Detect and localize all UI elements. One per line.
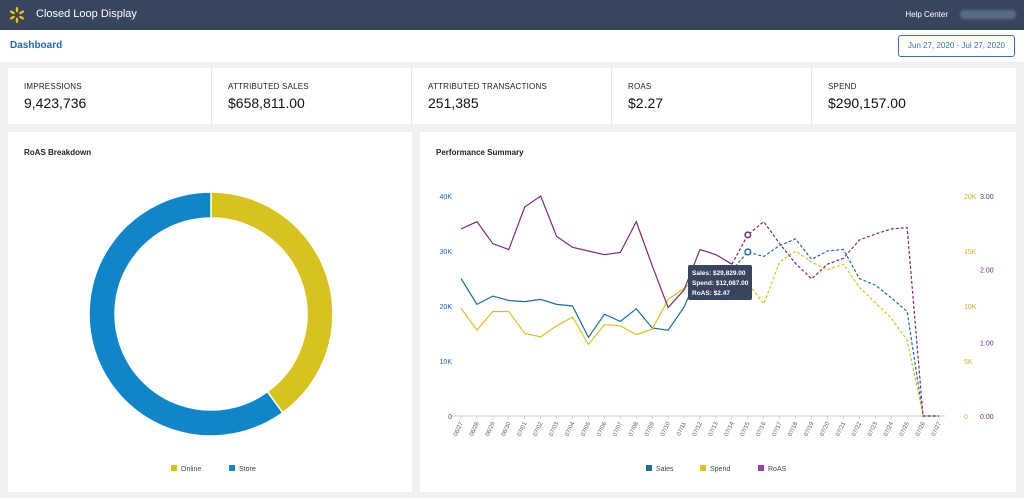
kpi-label: ATTRIBUTED TRANSACTIONS xyxy=(428,82,547,91)
x-tick-label: 07/06 xyxy=(596,421,608,438)
highlight-point-sales[interactable] xyxy=(744,248,752,256)
y-roas-tick-label: 0.00 xyxy=(980,414,994,421)
legend-swatch-store xyxy=(229,465,235,471)
y-spend-tick-label: 10K xyxy=(964,304,977,311)
series-line-spend-projected xyxy=(731,250,939,417)
top-navigation-bar: Closed Loop Display Help Center xyxy=(0,0,1024,30)
x-tick-label: 07/07 xyxy=(612,421,624,438)
kpi-impressions: IMPRESSIONS 9,423,736 xyxy=(8,68,211,124)
x-tick-label: 06/30 xyxy=(501,421,513,438)
panel-title: Performance Summary xyxy=(436,148,524,157)
series-line-sales-projected xyxy=(731,238,939,417)
kpi-label: ROAS xyxy=(628,82,652,91)
user-menu[interactable] xyxy=(960,10,1016,19)
x-tick-label: 07/10 xyxy=(660,421,672,438)
y-spend-tick-label: 15K xyxy=(964,249,977,256)
x-tick-label: 06/29 xyxy=(485,421,497,438)
x-tick-label: 07/01 xyxy=(517,421,529,438)
legend-label-sales[interactable]: Sales xyxy=(656,466,674,473)
x-tick-label: 07/02 xyxy=(533,421,545,438)
x-tick-label: 07/22 xyxy=(851,421,863,438)
x-tick-label: 07/19 xyxy=(804,421,816,438)
performance-summary-panel: Performance Summary 0 10K 20K 30K 40K 0 5K 10K 1… xyxy=(420,132,1016,492)
x-tick-label: 07/08 xyxy=(628,421,640,438)
x-tick-label: 07/20 xyxy=(819,421,831,438)
panel-title: RoAS Breakdown xyxy=(24,148,92,157)
app-title: Closed Loop Display xyxy=(36,8,137,20)
kpi-attributed-sales: ATTRIBUTED SALES $658,811.00 xyxy=(211,68,411,124)
chart-tooltip xyxy=(688,265,752,300)
help-center-link[interactable]: Help Center xyxy=(905,10,948,19)
legend-label-online[interactable]: Online xyxy=(181,466,201,473)
kpi-label: ATTRIBUTED SALES xyxy=(228,82,309,91)
x-tick-label: 07/03 xyxy=(549,421,561,438)
kpi-label: IMPRESSIONS xyxy=(24,82,82,91)
series-line-spend xyxy=(460,274,732,346)
kpi-value: $658,811.00 xyxy=(228,95,305,111)
y-roas-tick-label: 2.00 xyxy=(980,267,994,274)
x-tick-label: 07/24 xyxy=(883,421,895,438)
x-tick-label: 07/14 xyxy=(724,421,736,438)
performance-line-chart: 0 10K 20K 30K 40K 0 5K 10K 15K 20K 0.00 1.00 2.00 3.0… xyxy=(440,194,994,473)
y-spend-tick-label: 5K xyxy=(964,359,973,366)
legend-label-roas[interactable]: RoAS xyxy=(768,466,787,473)
x-tick-label: 07/13 xyxy=(708,421,720,438)
y-left-tick-label: 0 xyxy=(448,414,452,421)
x-tick-label: 07/04 xyxy=(565,421,577,438)
kpi-value: $290,157.00 xyxy=(828,95,906,111)
x-tick-label: 07/21 xyxy=(835,421,847,438)
tooltip-line: Spend: $12,087.00 xyxy=(692,280,749,287)
tooltip-line: RoAS: $2.47 xyxy=(692,290,730,297)
y-left-tick-label: 10K xyxy=(440,359,453,366)
page-title[interactable]: Dashboard xyxy=(10,40,63,51)
x-tick-label: 06/27 xyxy=(453,421,465,438)
x-tick-label: 07/05 xyxy=(580,421,592,438)
kpi-value: 9,423,736 xyxy=(24,95,87,111)
kpi-value: $2.27 xyxy=(628,95,664,111)
kpi-row: IMPRESSIONS 9,423,736 ATTRIBUTED SALES $… xyxy=(8,68,1016,124)
legend-label-spend[interactable]: Spend xyxy=(710,466,730,473)
tooltip-line: Sales: $29,829.00 xyxy=(692,270,746,277)
x-tick-label: 07/27 xyxy=(931,421,943,438)
y-spend-tick-label: 0 xyxy=(964,414,968,421)
legend-swatch-roas xyxy=(758,465,764,471)
x-tick-label: 07/17 xyxy=(772,421,784,438)
series-line-roas xyxy=(460,195,733,309)
y-left-tick-label: 20K xyxy=(440,304,453,311)
x-tick-label: 06/28 xyxy=(469,421,481,438)
y-left-tick-label: 40K xyxy=(440,194,453,201)
kpi-spend: SPEND $290,157.00 xyxy=(811,68,1016,124)
y-spend-tick-label: 20K xyxy=(964,194,977,201)
legend-label-store[interactable]: Store xyxy=(239,466,256,473)
legend-swatch-sales xyxy=(646,465,652,471)
x-tick-label: 07/11 xyxy=(676,421,688,437)
roas-donut-chart: Online Store xyxy=(88,191,334,473)
x-tick-label: 07/18 xyxy=(788,421,800,438)
x-tick-label: 07/09 xyxy=(644,421,656,438)
x-tick-label: 07/15 xyxy=(740,421,752,438)
sub-header: Dashboard Jun 27, 2020 - Jul 27, 2020 xyxy=(0,30,1024,62)
x-tick-label: 07/23 xyxy=(867,421,879,438)
y-roas-tick-label: 3.00 xyxy=(980,194,994,201)
x-tick-label: 07/25 xyxy=(899,421,911,438)
donut-slice-store[interactable] xyxy=(88,191,284,437)
legend-swatch-spend xyxy=(700,465,706,471)
kpi-roas: ROAS $2.27 xyxy=(611,68,811,124)
kpi-attributed-transactions: ATTRIBUTED TRANSACTIONS 251,385 xyxy=(411,68,611,124)
x-tick-label: 07/12 xyxy=(692,421,704,438)
series-line-sales xyxy=(460,269,733,339)
donut-slice-online[interactable] xyxy=(210,191,334,414)
kpi-value: 251,385 xyxy=(428,95,479,111)
y-left-tick-label: 30K xyxy=(440,249,453,256)
legend-swatch-online xyxy=(171,465,177,471)
y-roas-tick-label: 1.00 xyxy=(980,341,994,348)
x-tick-label: 07/26 xyxy=(915,421,927,438)
x-tick-label: 07/16 xyxy=(756,421,768,438)
spark-icon[interactable] xyxy=(8,6,26,24)
highlight-point-roas[interactable] xyxy=(744,231,752,239)
roas-breakdown-panel: RoAS Breakdown Online Store xyxy=(8,132,412,492)
date-range-picker[interactable]: Jun 27, 2020 - Jul 27, 2020 xyxy=(898,35,1015,57)
kpi-label: SPEND xyxy=(828,82,857,91)
